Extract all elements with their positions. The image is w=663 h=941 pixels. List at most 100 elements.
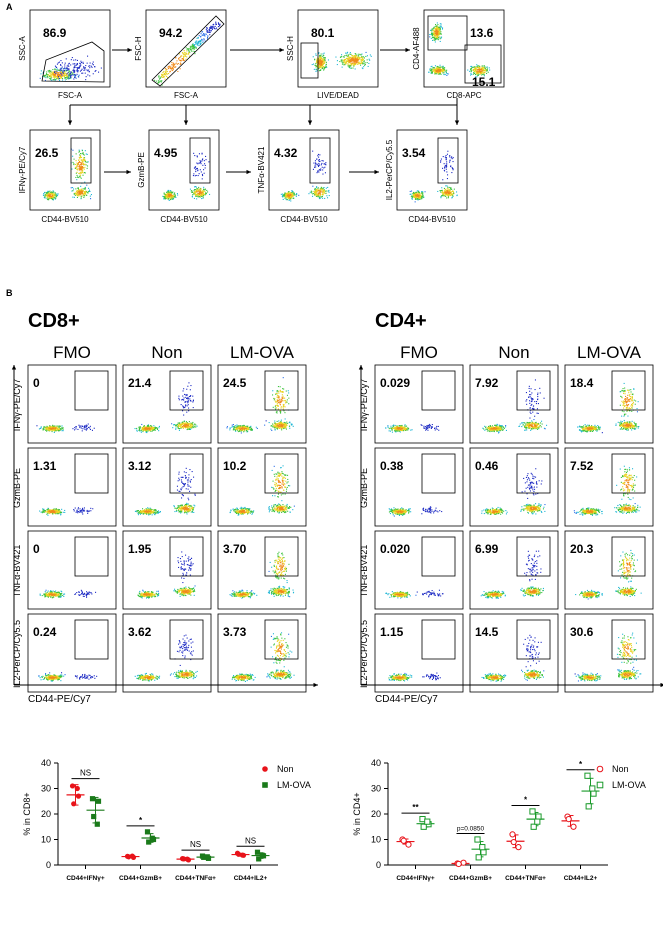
event-dot (440, 26, 442, 28)
event-dot (194, 423, 196, 425)
event-dot (295, 195, 297, 197)
arrow-head (67, 120, 73, 125)
event-dot (202, 197, 204, 199)
event-dot (180, 60, 182, 62)
event-dot (74, 427, 76, 429)
event-dot (79, 425, 81, 427)
event-dot (38, 428, 40, 430)
event-dot (318, 159, 320, 161)
event-dot (279, 410, 281, 412)
event-dot (186, 49, 188, 51)
event-dot (323, 58, 325, 60)
event-dot (54, 509, 56, 511)
event-dot (55, 511, 57, 513)
event-dot (178, 508, 180, 510)
event-dot (56, 513, 58, 515)
event-dot (318, 57, 320, 59)
event-dot (439, 33, 441, 35)
event-dot (245, 427, 247, 429)
event-dot (192, 194, 194, 196)
event-dot (53, 511, 55, 513)
event-dot (325, 192, 327, 194)
event-dot (166, 191, 168, 193)
event-dot (86, 69, 88, 71)
event-dot (444, 156, 446, 158)
event-dot (206, 27, 208, 29)
event-dot (44, 75, 46, 77)
event-dot (81, 425, 83, 427)
event-dot (234, 429, 236, 431)
event-dot (190, 423, 192, 425)
event-dot (285, 402, 287, 404)
event-dot (78, 74, 80, 76)
event-dot (322, 61, 324, 63)
event-dot (79, 191, 81, 193)
event-dot (283, 400, 285, 402)
event-dot (440, 197, 442, 199)
event-dot (236, 429, 238, 431)
event-dot (321, 60, 323, 62)
event-dot (436, 32, 438, 34)
event-dot (321, 195, 323, 197)
event-dot (237, 426, 239, 428)
event-dot (185, 52, 187, 54)
event-dot (73, 78, 75, 80)
event-dot (435, 33, 437, 35)
event-dot (213, 27, 215, 29)
event-dot (82, 513, 84, 515)
event-dot (200, 36, 202, 38)
event-dot (437, 36, 439, 38)
event-dot (72, 69, 74, 71)
event-dot (79, 169, 81, 171)
event-dot (194, 175, 196, 177)
event-dot (321, 160, 323, 162)
event-dot (215, 22, 217, 24)
event-dot (94, 70, 96, 72)
event-dot (441, 187, 443, 189)
event-dot (52, 197, 54, 199)
event-dot (57, 62, 59, 64)
event-dot (179, 57, 181, 59)
event-dot (156, 427, 158, 429)
event-dot (203, 33, 205, 35)
event-dot (167, 196, 169, 198)
event-dot (320, 53, 322, 55)
event-dot (435, 33, 437, 35)
event-dot (316, 192, 318, 194)
event-dot (72, 161, 74, 163)
event-dot (159, 511, 161, 513)
event-dot (193, 425, 195, 427)
event-dot (232, 426, 234, 428)
event-dot (321, 60, 323, 62)
event-dot (438, 67, 440, 69)
event-dot (184, 406, 186, 408)
event-dot (184, 54, 186, 56)
event-dot (436, 36, 438, 38)
event-dot (55, 73, 57, 75)
event-dot (172, 64, 174, 66)
event-dot (165, 195, 167, 197)
arrow-head (126, 169, 131, 175)
event-dot (470, 72, 472, 74)
event-dot (187, 401, 189, 403)
event-dot (319, 160, 321, 162)
event-dot (76, 511, 78, 513)
event-dot (73, 509, 75, 511)
event-dot (276, 420, 278, 422)
event-dot (196, 40, 198, 42)
event-dot (415, 191, 417, 193)
event-dot (59, 74, 61, 76)
event-dot (46, 509, 48, 511)
event-dot (194, 53, 196, 55)
event-dot (274, 405, 276, 407)
event-dot (216, 27, 218, 29)
event-dot (79, 66, 81, 68)
event-dot (414, 197, 416, 199)
event-dot (187, 425, 189, 427)
event-dot (170, 196, 172, 198)
event-dot (80, 167, 82, 169)
event-dot (189, 49, 191, 51)
event-dot (349, 59, 351, 61)
event-dot (318, 65, 320, 67)
event-dot (80, 185, 82, 187)
